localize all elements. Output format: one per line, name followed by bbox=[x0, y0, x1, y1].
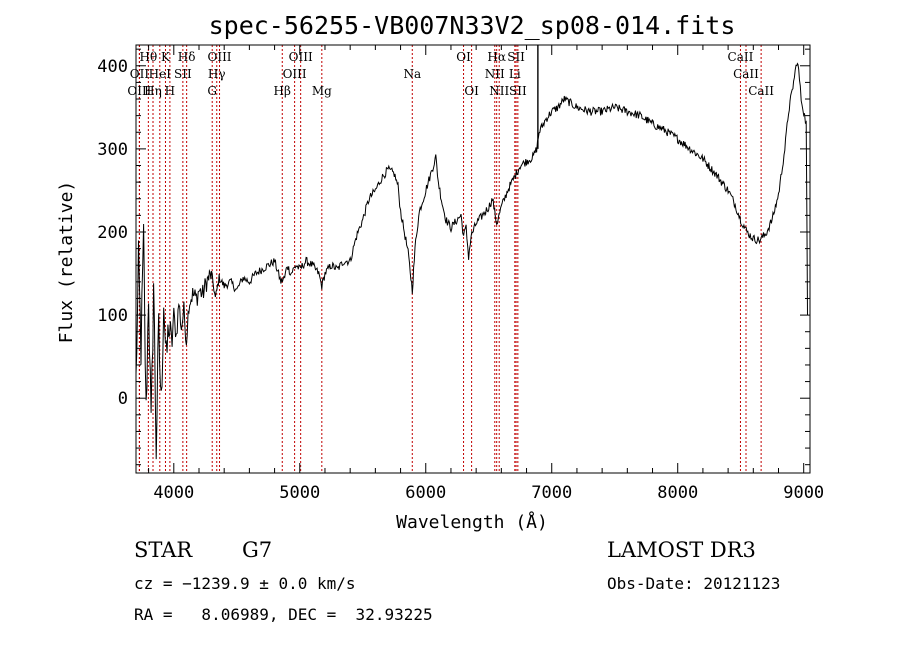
y-axis-ticks: 0 100 200 300 400 bbox=[97, 48, 810, 466]
series-layer bbox=[135, 45, 808, 460]
x-tick-label: 8000 bbox=[657, 483, 698, 503]
x-tick-label: 7000 bbox=[531, 483, 572, 503]
spectral-line-label: CaII bbox=[733, 67, 759, 81]
spectral-line-label: SII bbox=[174, 67, 192, 81]
spectral-line-label: CaII bbox=[728, 50, 754, 64]
spectral-line-label: Hδ bbox=[178, 50, 196, 64]
x-axis-ticks: 4000 5000 6000 7000 8000 9000 bbox=[148, 45, 824, 503]
spectral-line-label: OIII bbox=[283, 67, 307, 81]
spectral-line-label: G bbox=[207, 84, 217, 98]
y-tick-label: 300 bbox=[97, 140, 128, 160]
spectral-line-label: OII bbox=[130, 67, 150, 81]
spectrum-series-line bbox=[135, 62, 808, 460]
object-subclass: G7 bbox=[242, 538, 272, 562]
plot-frame bbox=[135, 44, 811, 474]
spectral-line-label: Na bbox=[403, 67, 421, 81]
spectral-line-labels-layer: Hθ OII OIII K HeI Hη SII H Hδ OIII Hγ G OIII OIII Hβ Mg… bbox=[127, 50, 774, 98]
y-tick-label: 400 bbox=[97, 57, 128, 77]
spectral-line-label: OIII bbox=[207, 50, 231, 64]
x-axis-label: Wavelength (Å) bbox=[396, 511, 548, 533]
x-tick-label: 9000 bbox=[783, 483, 824, 503]
spectral-line-label: Li bbox=[509, 67, 521, 81]
redshift-text: cz = −1239.9 ± 0.0 km/s bbox=[134, 574, 356, 593]
spectral-line-label: Hα bbox=[487, 50, 506, 64]
spectral-line-label: Hβ bbox=[274, 84, 291, 98]
y-tick-label: 0 bbox=[118, 389, 128, 409]
y-tick-label: 100 bbox=[97, 306, 128, 326]
y-tick-label: 200 bbox=[97, 223, 128, 243]
chart-title: spec-56255-VB007N33V2_sp08-014.fits bbox=[209, 11, 736, 40]
spectral-line-label: Hη bbox=[144, 84, 162, 98]
spectral-line-label: Mg bbox=[312, 84, 332, 98]
spectral-line-label: SII bbox=[509, 84, 527, 98]
spectral-line-label: NII bbox=[489, 84, 509, 98]
spectral-line-label: OIII bbox=[127, 84, 151, 98]
spectral-line-label: SII bbox=[507, 50, 525, 64]
spectral-line-label: OIII bbox=[289, 50, 313, 64]
spectral-line-label: K bbox=[161, 50, 171, 64]
spectral-line-label: Hθ bbox=[139, 50, 157, 64]
survey-name: LAMOST DR3 bbox=[607, 538, 756, 562]
y-axis-label: Flux (relative) bbox=[56, 181, 77, 344]
x-tick-label: 6000 bbox=[405, 483, 446, 503]
spectral-line-label: OI bbox=[456, 50, 471, 64]
x-tick-label: 4000 bbox=[153, 483, 194, 503]
spectral-line-label: NII bbox=[485, 67, 505, 81]
spectral-line-label: CaII bbox=[748, 84, 774, 98]
spectral-lines-layer bbox=[138, 45, 762, 473]
x-tick-label: 5000 bbox=[279, 483, 320, 503]
coordinates-text: RA = 8.06989, DEC = 32.93225 bbox=[134, 605, 433, 624]
spectral-line-label: Hγ bbox=[208, 67, 226, 81]
spectral-line-label: OI bbox=[464, 84, 479, 98]
object-class: STAR bbox=[134, 538, 193, 562]
obs-date-text: Obs-Date: 20121123 bbox=[607, 574, 780, 593]
spectral-line-label: H bbox=[165, 84, 175, 98]
spectral-line-label: HeI bbox=[149, 67, 172, 81]
